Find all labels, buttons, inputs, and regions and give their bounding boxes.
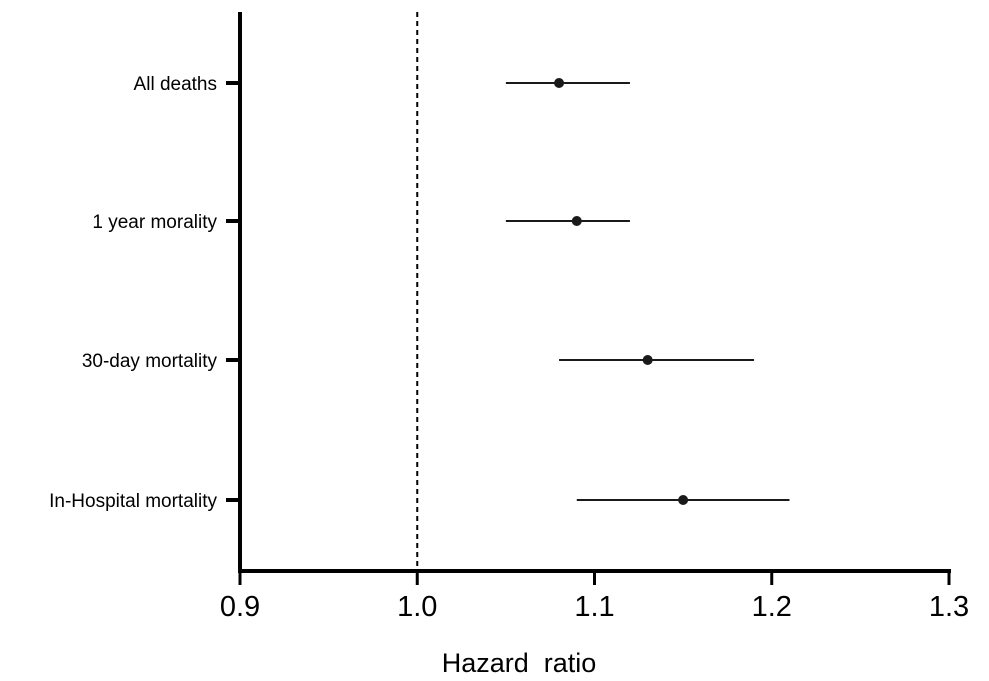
category-label-all-deaths: All deaths bbox=[134, 74, 217, 95]
category-labels: All deaths 1 year morality 30-day mortal… bbox=[49, 74, 217, 512]
point-estimate bbox=[554, 78, 565, 88]
category-label-1-year: 1 year morality bbox=[92, 212, 217, 233]
point-estimate bbox=[678, 495, 689, 505]
x-tick-label: 1.2 bbox=[752, 591, 792, 623]
category-label-in-hospital: In-Hospital mortality bbox=[49, 491, 217, 512]
point-estimate bbox=[571, 216, 582, 226]
x-axis-title: Hazard ratio bbox=[442, 648, 597, 678]
x-tick-label: 1.3 bbox=[929, 591, 969, 623]
x-tick-label: 1.0 bbox=[397, 591, 437, 623]
x-tick-labels: 0.9 1.0 1.1 1.2 1.3 bbox=[220, 591, 969, 623]
x-tick-label: 0.9 bbox=[220, 591, 260, 623]
point-estimate bbox=[642, 355, 653, 365]
x-tick-label: 1.1 bbox=[574, 591, 614, 623]
plot-marks bbox=[226, 12, 951, 585]
category-label-30-day: 30-day mortality bbox=[82, 351, 218, 372]
